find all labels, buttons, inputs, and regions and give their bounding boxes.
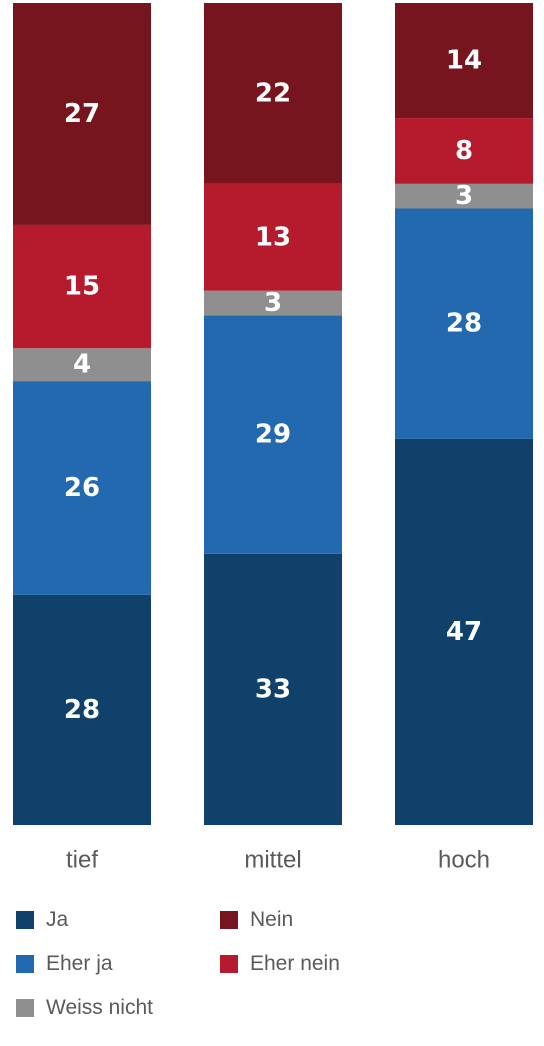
bar-stack-tief: 28 26 4 15 27 xyxy=(13,3,151,825)
data-label-tief-nein: 27 xyxy=(64,99,100,129)
bar-stack-hoch: 47 28 3 8 14 xyxy=(395,3,533,825)
data-label-hoch-nein: 14 xyxy=(446,46,482,76)
data-label-hoch-eher-ja: 28 xyxy=(446,309,482,339)
legend-swatch-nein xyxy=(220,911,238,929)
data-label-hoch-weiss-nicht: 3 xyxy=(455,181,473,211)
data-label-mittel-ja: 33 xyxy=(255,674,291,704)
legend-item-ja: Ja xyxy=(16,906,68,934)
bar-segment-mittel-ja xyxy=(204,553,342,825)
bar-segment-mittel-nein xyxy=(204,3,342,184)
legend-swatch-eher-ja xyxy=(16,955,34,973)
bar-segment-mittel-eher-ja xyxy=(204,315,342,554)
data-label-tief-eher-nein: 15 xyxy=(64,272,100,302)
bar-segment-hoch-weiss-nicht xyxy=(395,183,533,209)
bar-stack-mittel: 33 29 3 13 22 xyxy=(204,3,342,825)
data-label-mittel-weiss-nicht: 3 xyxy=(264,288,282,318)
legend-item-weiss-nicht: Weiss nicht xyxy=(16,994,153,1022)
data-label-tief-eher-ja: 26 xyxy=(64,473,100,503)
bar-segment-tief-ja xyxy=(13,594,151,825)
legend-item-eher-nein: Eher nein xyxy=(220,950,340,978)
data-label-tief-weiss-nicht: 4 xyxy=(73,350,91,380)
data-label-mittel-eher-nein: 13 xyxy=(255,222,291,252)
bar-segment-mittel-eher-nein xyxy=(204,183,342,291)
data-label-mittel-nein: 22 xyxy=(255,78,291,108)
category-label-hoch: hoch xyxy=(438,847,490,874)
legend-label-eher-nein: Eher nein xyxy=(250,952,340,975)
legend-label-ja: Ja xyxy=(46,908,69,931)
bar-segment-hoch-ja xyxy=(395,438,533,825)
legend-label-weiss-nicht: Weiss nicht xyxy=(46,996,153,1019)
legend-swatch-ja xyxy=(16,911,34,929)
category-label-tief: tief xyxy=(66,847,98,874)
data-label-tief-ja: 28 xyxy=(64,695,100,725)
bar-segment-tief-eher-ja xyxy=(13,381,151,595)
bar-segment-tief-nein xyxy=(13,3,151,225)
bar-segment-hoch-eher-ja xyxy=(395,208,533,439)
legend-swatch-eher-nein xyxy=(220,955,238,973)
bar-segment-tief-weiss-nicht xyxy=(13,348,151,382)
data-label-mittel-eher-ja: 29 xyxy=(255,420,291,450)
category-label-mittel: mittel xyxy=(244,847,301,874)
legend-label-eher-ja: Eher ja xyxy=(46,952,113,975)
legend-item-nein: Nein xyxy=(220,906,293,934)
bar-segment-tief-eher-nein xyxy=(13,224,151,349)
legend: Ja Nein Eher ja Eher nein Weiss nicht xyxy=(16,906,436,1026)
legend-swatch-weiss-nicht xyxy=(16,999,34,1017)
bar-segment-hoch-eher-nein xyxy=(395,118,533,184)
data-label-hoch-eher-nein: 8 xyxy=(455,136,473,166)
legend-item-eher-ja: Eher ja xyxy=(16,950,113,978)
bar-segment-hoch-nein xyxy=(395,3,533,119)
bar-segment-mittel-weiss-nicht xyxy=(204,290,342,316)
legend-label-nein: Nein xyxy=(250,908,294,931)
data-label-hoch-ja: 47 xyxy=(446,617,482,647)
